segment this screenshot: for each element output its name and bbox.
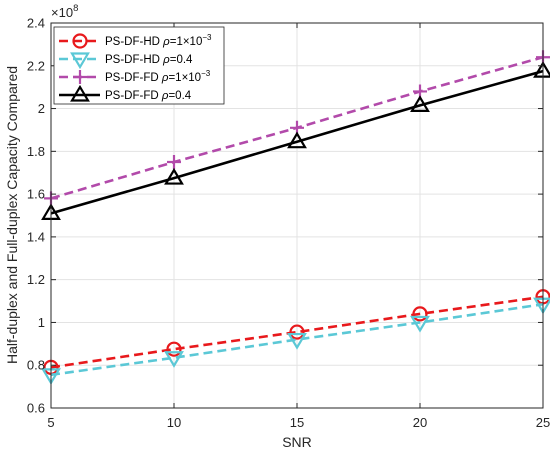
data-point [287,131,307,149]
series-group [41,50,550,386]
x-tick-label: 5 [47,415,54,430]
data-point [167,155,181,170]
series-line [50,69,544,215]
legend-label: PS-DF-HD ρ=1×10−3 [105,33,212,48]
y-tick-label: 1.4 [27,229,45,244]
legend-item-1: PS-DF-HD ρ=1×10−3 [59,33,212,49]
legend: PS-DF-HD ρ=1×10−3 PS-DF-HD ρ=0.4 PS-DF-FD … [53,26,225,105]
data-point [410,315,430,333]
x-tick-labels: 5 10 15 20 25 [47,415,550,430]
y-tick-label: 2.4 [27,16,45,31]
y-exponent: ×108 [51,3,78,20]
legend-item-4: PS-DF-FD ρ=0.4 [59,84,192,102]
y-tick-label: 1.6 [27,187,45,202]
series-line [50,295,544,369]
x-tick-label: 20 [413,415,427,430]
x-tick-label: 10 [167,415,181,430]
x-tick-label: 15 [290,415,304,430]
y-tick-label: 2.2 [27,58,45,73]
data-point [166,341,182,357]
ticks-group [50,22,544,409]
data-point [164,351,184,368]
series-4 [41,60,550,220]
legend-marker [73,70,87,84]
data-point [412,306,428,322]
y-tick-labels: 0.6 0.8 1 1.2 1.4 1.6 1.8 2 2.2 2.4 [27,16,45,416]
legend-label: PS-DF-FD ρ=1×10−3 [105,69,211,84]
y-tick-label: 1.2 [27,272,45,287]
legend-marker [70,52,90,70]
y-tick-label: 1.8 [27,144,45,159]
y-tick-label: 0.6 [27,401,45,416]
legend-label: PS-DF-FD ρ=0.4 [105,90,192,102]
data-point [164,167,184,185]
x-tick-label: 25 [536,415,550,430]
y-tick-label: 0.8 [27,358,45,373]
y-axis-label: Half-duplex and Full-duplex Capacity Com… [4,66,20,364]
y-tick-label: 2 [38,101,45,116]
y-tick-label: 1 [38,315,45,330]
legend-marker [70,84,90,102]
legend-label: PS-DF-HD ρ=0.4 [105,54,193,66]
data-point [289,324,305,340]
data-point [410,95,430,112]
x-axis-label: SNR [282,434,312,450]
legend-item-2: PS-DF-HD ρ=0.4 [59,52,193,70]
series-line [50,302,544,377]
data-point [287,332,307,350]
legend-item-3: PS-DF-FD ρ=1×10−3 [59,69,211,84]
legend-marker [72,33,88,49]
